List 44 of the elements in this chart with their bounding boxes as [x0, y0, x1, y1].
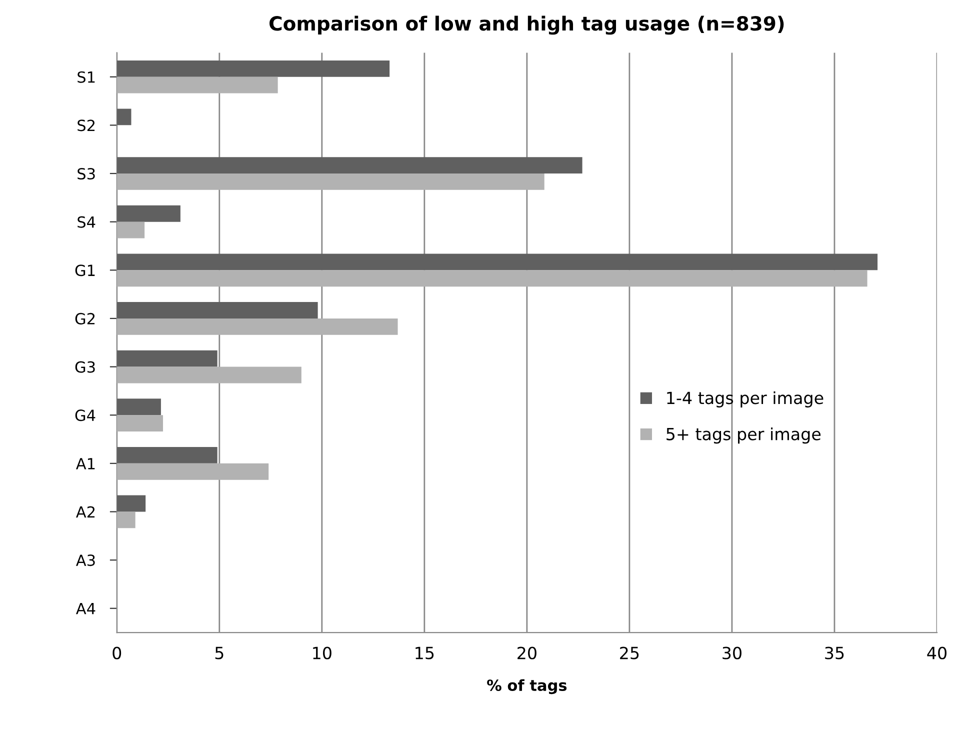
y-tick-label: A1: [76, 458, 95, 470]
bar: [116, 157, 582, 174]
bar: [116, 415, 164, 432]
bar: [116, 463, 269, 480]
y-tick-label: S2: [78, 120, 95, 132]
x-axis-title: % of tags: [487, 679, 567, 694]
legend-label: 1-4 tags per image: [667, 391, 824, 408]
y-tick-label: G4: [75, 410, 96, 422]
bar: [116, 366, 302, 384]
y-tick-label: S3: [78, 168, 95, 180]
y-tick-label: S1: [78, 71, 95, 83]
bar: [116, 446, 218, 464]
bar: [116, 398, 161, 416]
bar: [116, 205, 180, 222]
bar: [116, 174, 544, 190]
y-tick-label: G2: [75, 312, 95, 324]
bar: [116, 495, 146, 512]
x-tick-label: 35: [825, 646, 844, 660]
x-tick-label: 15: [416, 646, 434, 660]
x-tick-label: 40: [927, 646, 946, 660]
x-tick-label: 25: [620, 646, 639, 660]
bar: [116, 108, 132, 126]
chart-title: Comparison of low and high tag usage (n=839): [270, 16, 784, 35]
x-tick-label: 5: [215, 646, 224, 660]
y-tick-label: S4: [78, 216, 96, 228]
bar: [116, 318, 398, 335]
x-tick-label: 0: [112, 646, 122, 660]
y-tick-label: A2: [76, 506, 95, 518]
y-tick-label: G3: [75, 361, 95, 373]
y-tick-label: G1: [75, 264, 95, 276]
bar: [116, 60, 390, 77]
x-tick-label: 10: [313, 646, 332, 660]
bar: [116, 222, 145, 238]
bar: [116, 76, 278, 94]
x-tick-label: 20: [518, 646, 536, 660]
bar: [116, 270, 868, 287]
bar: [116, 512, 136, 528]
y-tick-label: A4: [76, 603, 96, 614]
bar: [116, 350, 218, 367]
x-tick-label: 30: [722, 646, 742, 660]
bar: [116, 254, 878, 270]
y-tick-label: A3: [76, 554, 95, 566]
bar: [116, 302, 318, 318]
legend-label: 5+ tags per image: [666, 427, 821, 444]
